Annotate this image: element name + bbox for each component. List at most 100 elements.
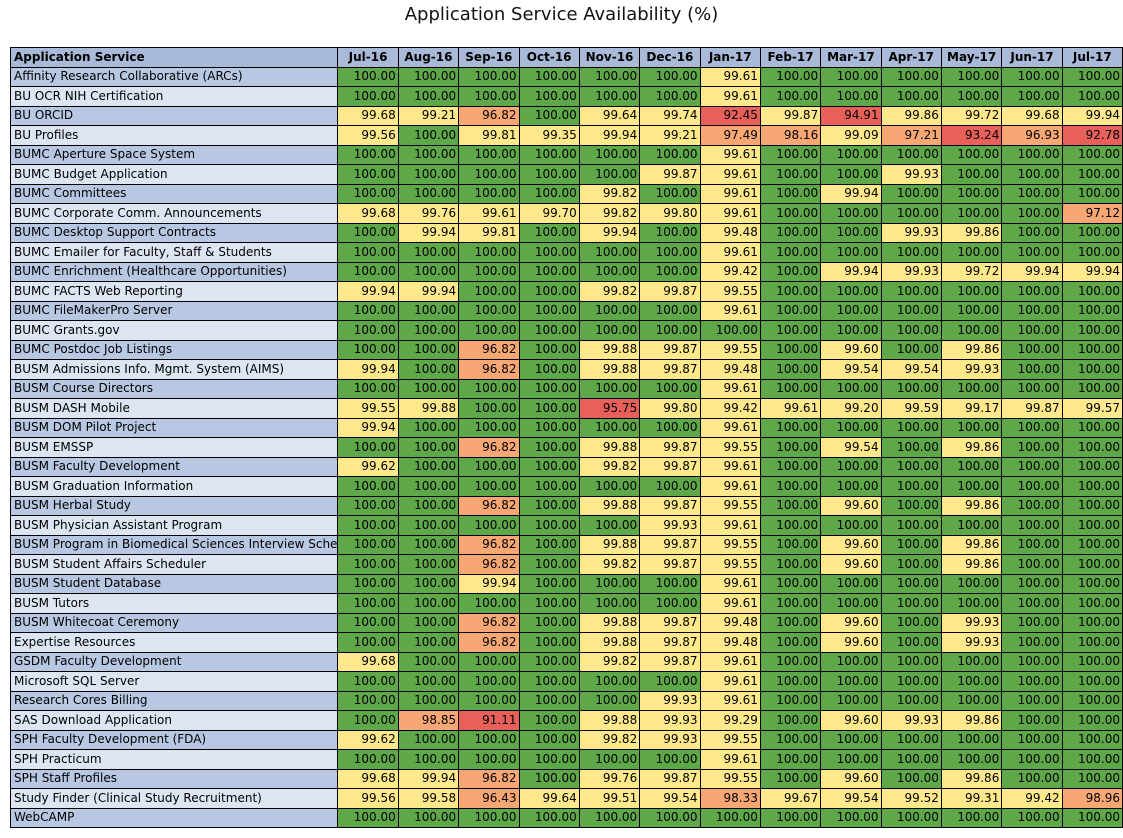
availability-cell: 94.91 — [820, 105, 882, 126]
availability-cell: 99.60 — [820, 632, 882, 653]
table-row: BUSM Tutors 100.00 100.00 100.00 100.00 100.0… — [9, 593, 1123, 614]
availability-cell: 100.00 — [1001, 515, 1063, 536]
availability-cell: 96.82 — [458, 768, 520, 789]
availability-cell: 98.16 — [759, 125, 822, 146]
availability-cell: 100.00 — [759, 749, 822, 770]
availability-cell: 100.00 — [1001, 690, 1063, 711]
availability-cell: 100.00 — [880, 515, 942, 536]
availability-cell: 99.94 — [578, 222, 641, 243]
service-name-cell: Affinity Research Collaborative (ARCs) — [9, 66, 339, 87]
table-row: BU Profiles 99.56 100.00 99.81 99.35 99.94 99.… — [9, 125, 1123, 146]
availability-cell: 92.78 — [1061, 125, 1123, 146]
availability-cell: 99.94 — [1061, 261, 1123, 282]
availability-cell: 100.00 — [397, 378, 460, 399]
availability-cell: 100.00 — [337, 515, 399, 536]
availability-cell: 100.00 — [1061, 66, 1123, 87]
availability-cell: 99.94 — [397, 768, 460, 789]
availability-cell: 100.00 — [759, 612, 822, 633]
header-month: Jul-16 — [337, 47, 399, 68]
availability-cell: 97.21 — [880, 125, 942, 146]
service-name-cell: BUMC Committees — [9, 183, 339, 204]
availability-cell: 100.00 — [397, 495, 460, 516]
availability-cell: 100.00 — [578, 573, 641, 594]
availability-cell: 100.00 — [759, 66, 822, 87]
availability-cell: 99.68 — [337, 105, 399, 126]
availability-cell: 99.64 — [578, 105, 641, 126]
availability-cell: 99.21 — [639, 125, 701, 146]
availability-cell: 100.00 — [820, 320, 882, 341]
availability-cell: 100.00 — [518, 476, 580, 497]
availability-cell: 100.00 — [397, 534, 460, 555]
availability-cell: 99.61 — [759, 398, 822, 419]
availability-cell: 100.00 — [880, 612, 942, 633]
availability-cell: 100.00 — [518, 105, 580, 126]
service-name-cell: BUSM Program in Biomedical Sciences Inte… — [9, 534, 339, 555]
availability-cell: 100.00 — [578, 66, 641, 87]
service-name-cell: Study Finder (Clinical Study Recruitment… — [9, 788, 339, 809]
availability-cell: 100.00 — [759, 807, 822, 828]
availability-cell: 100.00 — [940, 671, 1003, 692]
availability-cell: 99.88 — [578, 710, 641, 731]
availability-cell: 100.00 — [337, 261, 399, 282]
availability-cell: 99.87 — [639, 437, 701, 458]
table-row: BUSM Program in Biomedical Sciences Inte… — [9, 534, 1123, 555]
availability-cell: 99.82 — [578, 554, 641, 575]
availability-cell: 99.42 — [699, 261, 761, 282]
availability-cell: 100.00 — [1001, 417, 1063, 438]
availability-cell: 100.00 — [940, 183, 1003, 204]
availability-cell: 100.00 — [820, 417, 882, 438]
availability-cell: 100.00 — [1061, 534, 1123, 555]
availability-cell: 96.93 — [1001, 125, 1063, 146]
availability-cell: 100.00 — [337, 437, 399, 458]
availability-cell: 96.82 — [458, 495, 520, 516]
table-row: BUSM DOM Pilot Project 99.94 100.00 100.00 1… — [9, 417, 1123, 438]
availability-cell: 99.88 — [578, 534, 641, 555]
availability-cell: 98.85 — [397, 710, 460, 731]
availability-cell: 99.94 — [1001, 261, 1063, 282]
availability-cell: 100.00 — [880, 339, 942, 360]
availability-cell: 99.61 — [699, 515, 761, 536]
availability-cell: 99.86 — [940, 437, 1003, 458]
table-body: Affinity Research Collaborative (ARCs) 10… — [9, 66, 1123, 828]
availability-cell: 100.00 — [458, 417, 520, 438]
availability-cell: 96.82 — [458, 359, 520, 380]
header-month: Mar-17 — [820, 47, 882, 68]
availability-cell: 100.00 — [1001, 495, 1063, 516]
availability-cell: 100.00 — [759, 768, 822, 789]
availability-cell: 99.86 — [940, 495, 1003, 516]
availability-cell: 99.09 — [820, 125, 882, 146]
availability-cell: 100.00 — [759, 339, 822, 360]
availability-cell: 100.00 — [337, 671, 399, 692]
availability-cell: 100.00 — [880, 320, 942, 341]
availability-cell: 99.94 — [397, 281, 460, 302]
availability-cell: 100.00 — [1001, 456, 1063, 477]
table-row: Affinity Research Collaborative (ARCs) 10… — [9, 66, 1123, 87]
table-row: SPH Practicum 100.00 100.00 100.00 100.00 100… — [9, 749, 1123, 770]
availability-cell: 100.00 — [880, 671, 942, 692]
availability-cell: 99.93 — [639, 729, 701, 750]
availability-cell: 96.82 — [458, 612, 520, 633]
availability-cell: 100.00 — [1061, 671, 1123, 692]
table-row: Study Finder (Clinical Study Recruitment… — [9, 788, 1123, 809]
availability-cell: 100.00 — [518, 495, 580, 516]
availability-cell: 100.00 — [1061, 281, 1123, 302]
availability-cell: 100.00 — [578, 86, 641, 107]
availability-cell: 100.00 — [880, 651, 942, 672]
availability-cell: 99.94 — [337, 359, 399, 380]
availability-cell: 99.93 — [940, 612, 1003, 633]
availability-cell: 100.00 — [1001, 710, 1063, 731]
availability-cell: 100.00 — [397, 671, 460, 692]
service-name-cell: BUMC Corporate Comm. Announcements — [9, 203, 339, 224]
availability-cell: 100.00 — [940, 573, 1003, 594]
availability-cell: 99.42 — [699, 398, 761, 419]
availability-cell: 100.00 — [880, 183, 942, 204]
availability-cell: 100.00 — [1061, 86, 1123, 107]
availability-cell: 99.17 — [940, 398, 1003, 419]
availability-cell: 100.00 — [397, 651, 460, 672]
availability-cell: 99.67 — [759, 788, 822, 809]
availability-cell: 100.00 — [458, 671, 520, 692]
availability-cell: 99.42 — [1001, 788, 1063, 809]
availability-cell: 100.00 — [940, 378, 1003, 399]
availability-cell: 100.00 — [1001, 183, 1063, 204]
availability-cell: 99.82 — [578, 456, 641, 477]
